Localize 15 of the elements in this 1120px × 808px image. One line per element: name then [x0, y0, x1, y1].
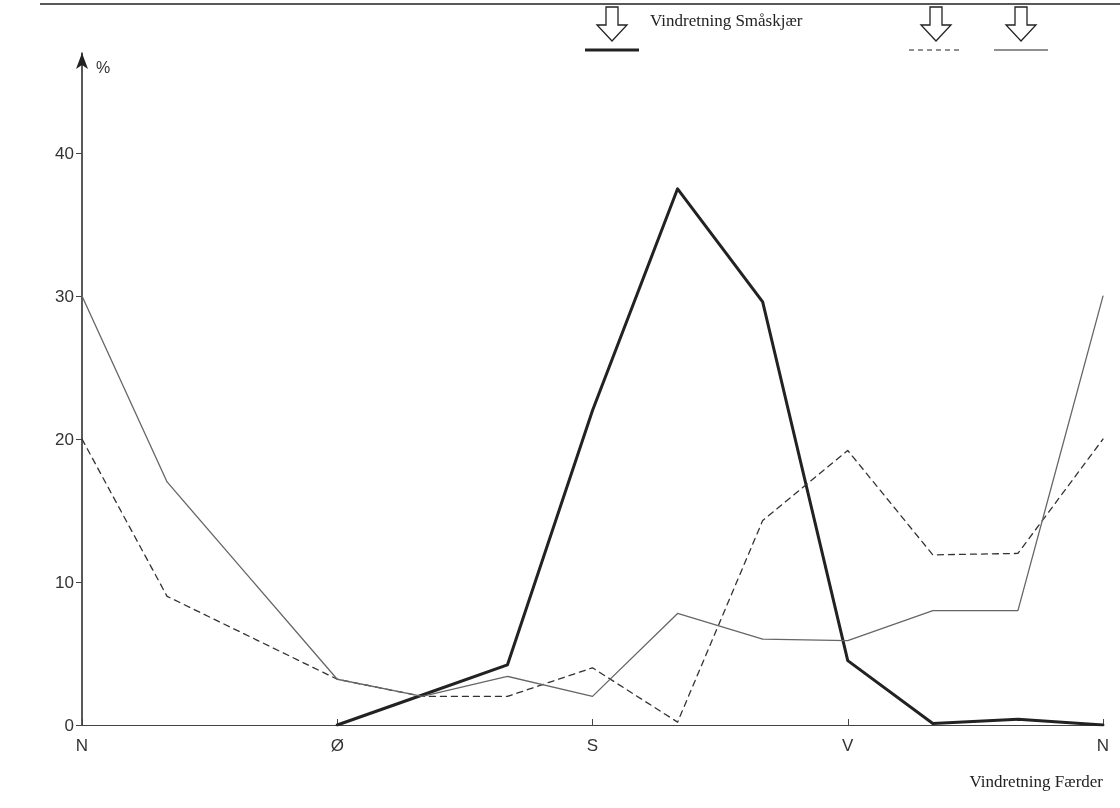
x-tick-label: V [842, 736, 855, 755]
line-series [81, 295, 1104, 698]
y-tick-label: 30 [55, 286, 74, 306]
x-tick-label: Ø [330, 736, 344, 755]
y-tick-label: 10 [55, 572, 74, 592]
x-tick-label: N [75, 736, 89, 755]
y-tick-label: 40 [55, 143, 74, 163]
x-tick-label: N [1096, 736, 1110, 755]
x-tick-label: S [586, 736, 599, 755]
x-axis-title: Vindretning Færder [969, 772, 1104, 791]
y-tick-label: 0 [64, 715, 74, 735]
y-axis-title: % [96, 58, 111, 76]
y-tick-label: 20 [55, 429, 74, 449]
text: Vindretning Småskjær [650, 11, 803, 30]
line-series [335, 187, 1105, 727]
